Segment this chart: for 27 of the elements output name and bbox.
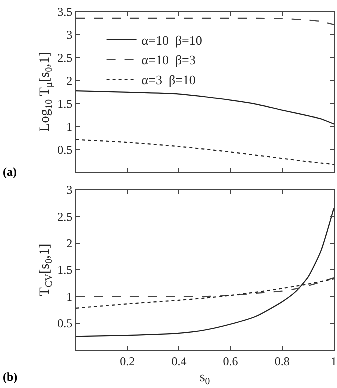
y-tick-label: 2	[66, 236, 73, 251]
y-tick-label: 1.5	[58, 263, 73, 278]
legend-label: α=10 β=10	[142, 32, 202, 48]
y-tick-label: 2.5	[58, 210, 73, 224]
y-tick-label: 0.5	[58, 316, 73, 331]
y-tick-label: 1	[66, 290, 73, 304]
x-tick-label: 0.8	[274, 354, 290, 368]
legend-label: α=3 β=10	[142, 72, 196, 88]
y-tick-label: 3	[66, 28, 73, 42]
y-tick-label: 2.5	[58, 51, 73, 66]
legend-label: α=10 β=3	[142, 52, 196, 68]
text: (b)	[3, 370, 18, 384]
y-tick-label: 3	[66, 183, 73, 198]
x-tick-label: 0.2	[120, 354, 136, 368]
line-series	[76, 90, 334, 125]
line-series	[76, 208, 334, 338]
text: (a)	[3, 165, 17, 179]
y-tick-label: 1	[66, 120, 73, 134]
y-tick-label: 1.5	[58, 97, 73, 112]
y-tick-label: 2	[66, 74, 73, 88]
y-tick-label: 0.5	[58, 143, 73, 158]
x-axis-title: s$_{0}$	[200, 370, 210, 388]
x-tick-label: 0.6	[223, 354, 238, 368]
x-tick-label: 1	[331, 354, 337, 368]
line-series	[76, 139, 334, 166]
x-tick-label: 0.4	[172, 354, 187, 368]
y-tick-label: 3.5	[58, 5, 73, 20]
